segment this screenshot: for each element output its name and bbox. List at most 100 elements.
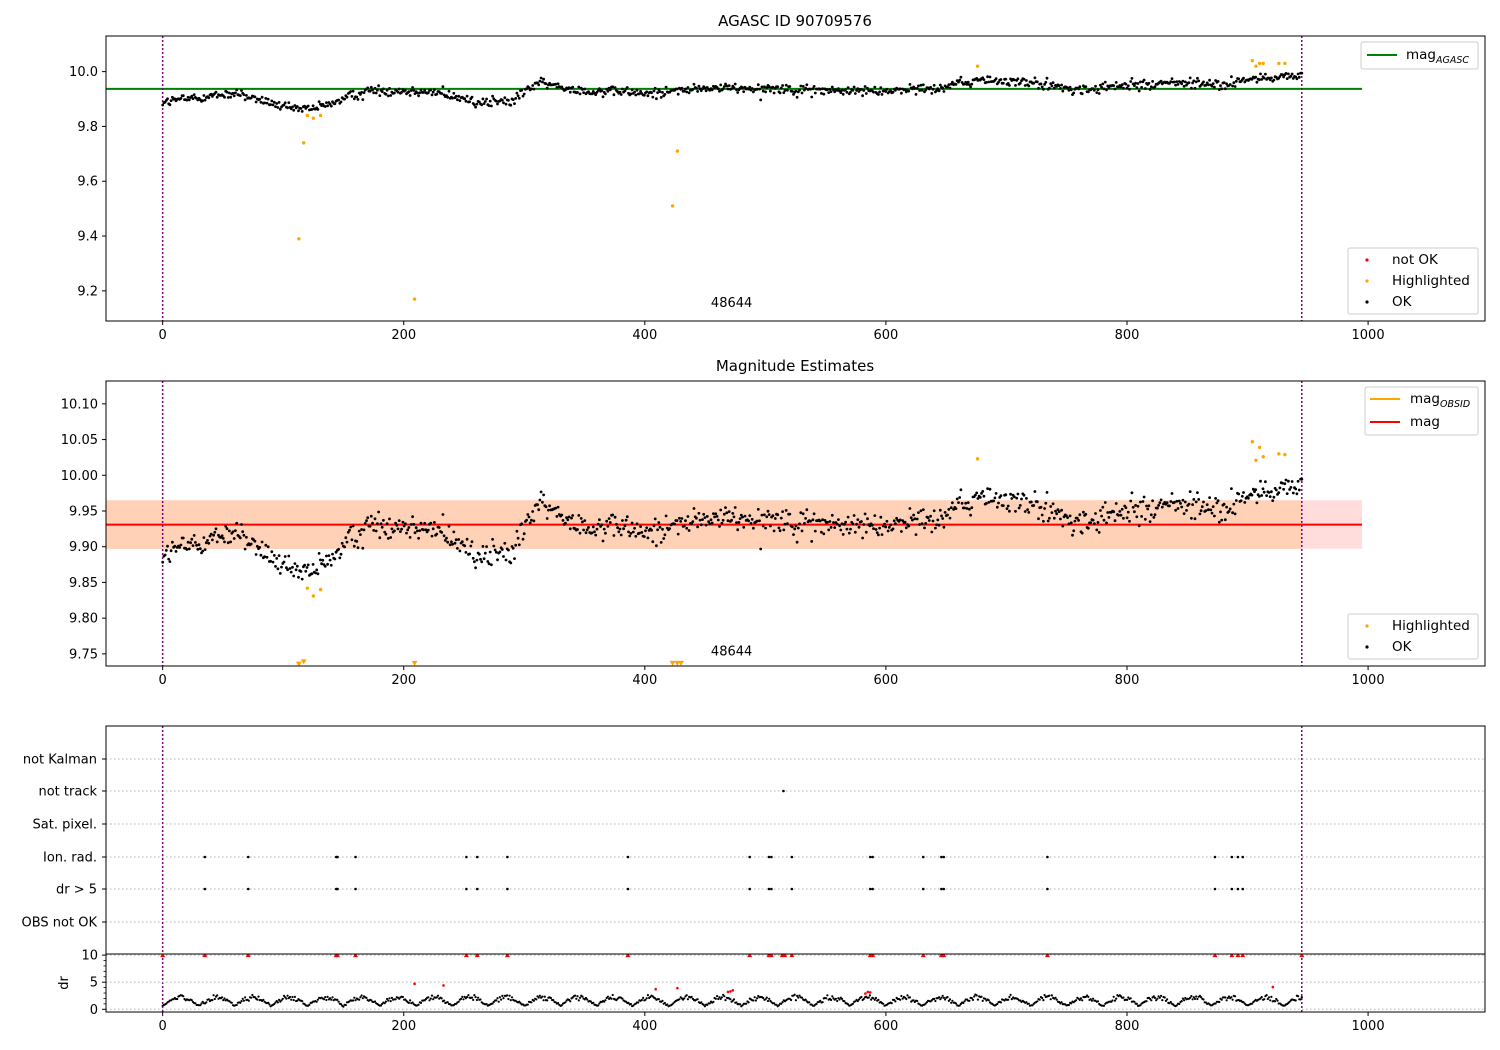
- panel1-ok-point: [527, 86, 531, 89]
- panel1-ok-point: [451, 96, 454, 100]
- panel2-ok-point: [500, 548, 504, 551]
- dr-ok-point: [804, 998, 807, 1001]
- panel2-ok-point: [448, 543, 452, 547]
- dr-ok-point: [906, 994, 909, 997]
- panel2-ok-point: [240, 523, 243, 526]
- panel2-ok-point: [845, 527, 849, 531]
- panel2-ok-point: [1260, 494, 1264, 497]
- flag-point: [1046, 855, 1049, 859]
- panel2-ok-point: [997, 501, 1000, 505]
- panel1-ok-point: [687, 91, 691, 95]
- panel2-ok-point: [357, 529, 361, 533]
- dr-ok-point: [890, 1002, 893, 1005]
- panel2-ok-point: [799, 511, 803, 515]
- panel2-ok-point: [1044, 501, 1048, 505]
- panel2-ok-point: [1217, 520, 1221, 524]
- panel2-ok-point: [624, 518, 628, 522]
- panel1-ok-point: [254, 100, 258, 104]
- panel2-ok-point: [776, 513, 780, 517]
- panel2-ok-point: [704, 523, 708, 527]
- panel2-ok-point: [844, 520, 847, 524]
- dr-ok-point: [856, 1000, 859, 1003]
- dr-ok-point: [872, 997, 875, 1000]
- panel2-ok-point: [855, 522, 858, 526]
- panel1-ok-point: [577, 85, 581, 89]
- panel2-ok-point: [189, 541, 193, 545]
- panel2-ok-point: [399, 530, 402, 533]
- panel1-ok-point: [192, 93, 196, 97]
- dr-ok-point: [973, 995, 976, 998]
- panel1-ok-point: [416, 91, 419, 95]
- dr-ok-point: [597, 1004, 600, 1007]
- panel2-ok-point: [390, 527, 394, 531]
- panel2-ok-point: [363, 522, 367, 525]
- panel2-ok-point: [269, 559, 272, 563]
- panel2-ok-point: [1272, 495, 1276, 499]
- dr-ok-point: [560, 1004, 563, 1007]
- panel1-ok-point: [763, 85, 766, 89]
- panel2-ok-point: [526, 513, 530, 516]
- dr-ok-point: [1009, 993, 1012, 997]
- panel2-ok-point: [245, 535, 248, 539]
- panel2-ok-point: [887, 526, 891, 529]
- panel2-ok-point: [703, 516, 707, 519]
- panel2-ok-point: [1107, 516, 1111, 519]
- dr-ok-point: [1220, 998, 1223, 1001]
- dr-panel-xtick-label: 0: [159, 1019, 167, 1034]
- panel2-ok-point: [908, 507, 912, 510]
- panel1-ok-point: [625, 86, 629, 89]
- panel2-ok-point: [272, 554, 276, 557]
- panel1-ok-point: [291, 105, 294, 109]
- panel2-ok-point: [1113, 519, 1117, 523]
- dr-ok-point: [282, 994, 286, 997]
- dr-ok-point: [428, 999, 431, 1002]
- panel2-ok-point: [1141, 500, 1145, 503]
- panel2-ok-point: [1233, 512, 1237, 516]
- panel2-highlighted-point: [1257, 445, 1262, 450]
- panel2-ok-point: [926, 516, 930, 520]
- panel2-ok-point: [517, 543, 521, 547]
- panel1-ok-point: [1190, 86, 1193, 90]
- panel1-ok-point: [310, 108, 314, 111]
- panel1-ok-point: [556, 82, 560, 86]
- dr-ok-point: [968, 999, 971, 1002]
- panel1-ok-point: [209, 92, 213, 96]
- dr-ok-point: [951, 999, 954, 1002]
- dr-ok-point: [747, 1001, 750, 1004]
- panel2-ok-point: [464, 551, 468, 554]
- dr-ok-point: [819, 999, 822, 1002]
- panel2-ok-point: [1257, 495, 1261, 498]
- dr-ok-point: [223, 997, 226, 1000]
- panel2-ok-point: [982, 494, 986, 498]
- dr-ok-point: [586, 998, 589, 1001]
- flag-point: [1230, 855, 1234, 859]
- dr-ok-point: [436, 994, 440, 997]
- dr-ok-point: [457, 1000, 460, 1003]
- panel1-ok-point: [426, 91, 430, 95]
- panel1-highlighted-point: [301, 141, 306, 145]
- panel1-ok-point: [779, 86, 783, 90]
- dr-ok-point: [777, 1004, 781, 1007]
- panel1-ok-point: [788, 85, 792, 88]
- panel2-ok-point: [987, 501, 991, 504]
- panel2-ok-point: [570, 516, 573, 520]
- panel2-legend-top: magOBSID mag: [1364, 386, 1479, 436]
- panel1-ok-point: [1042, 87, 1045, 91]
- dr-red-point: [731, 989, 735, 992]
- panel1-ok-point: [1105, 88, 1108, 92]
- panel2-ok-point: [280, 565, 283, 569]
- panel1-ok-point: [889, 89, 892, 92]
- panel2-ok-point: [181, 536, 185, 540]
- panel2-ok-point: [1240, 494, 1244, 498]
- dr-ok-point: [373, 1000, 377, 1003]
- dr-ok-point: [1007, 998, 1010, 1001]
- panel1-ok-point: [278, 107, 282, 111]
- panel2-ok-point: [1118, 510, 1122, 513]
- dr-ok-point: [950, 1001, 953, 1004]
- dr-ok-point: [870, 998, 873, 1001]
- panel2-ok-point: [1057, 510, 1061, 513]
- panel2-ok-point: [921, 508, 925, 511]
- dr-ok-point: [1202, 998, 1205, 1001]
- panel2-ok-point: [1284, 478, 1288, 482]
- panel1-ok-point: [326, 104, 329, 108]
